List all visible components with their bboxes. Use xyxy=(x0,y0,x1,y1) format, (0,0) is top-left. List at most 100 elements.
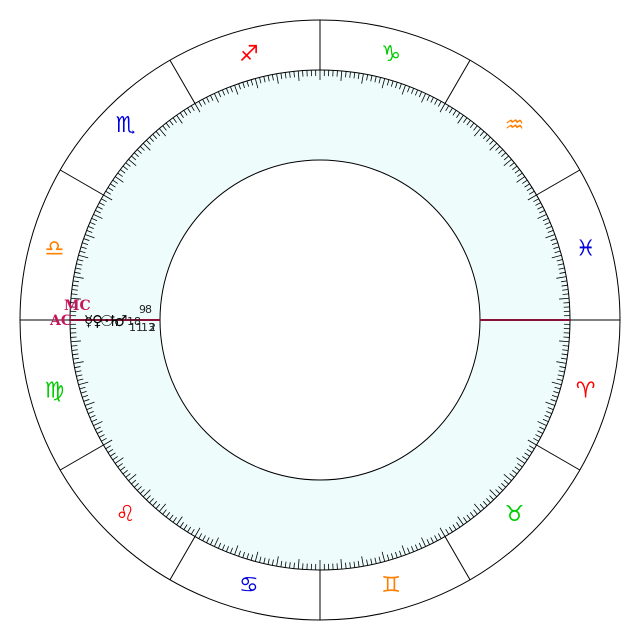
degree-tick xyxy=(430,97,434,103)
degree-tick xyxy=(550,399,557,402)
degree-tick xyxy=(526,187,533,192)
planet-glyph-icon: ♄ xyxy=(108,312,121,330)
degree-tick xyxy=(411,546,415,552)
degree-tick xyxy=(210,539,214,545)
degree-tick xyxy=(139,489,145,494)
degree-tick xyxy=(73,276,84,279)
degree-tick xyxy=(340,559,343,570)
degree-tick xyxy=(78,381,89,386)
degree-tick xyxy=(414,89,419,96)
midheaven-label: MC xyxy=(64,298,91,314)
degree-tick xyxy=(473,125,478,131)
planet-degree-label: 8 xyxy=(145,303,152,316)
degree-tick xyxy=(418,91,423,98)
degree-tick xyxy=(187,107,192,114)
degree-tick xyxy=(544,414,551,419)
degree-tick xyxy=(495,489,501,494)
degree-tick xyxy=(399,550,402,557)
degree-tick xyxy=(73,280,80,283)
degree-tick xyxy=(225,546,229,552)
degree-tick xyxy=(89,414,96,419)
degree-tick xyxy=(238,83,241,90)
degree-tick xyxy=(84,401,95,406)
ascendant-label: AC xyxy=(49,313,72,329)
degree-tick xyxy=(139,146,145,151)
degree-tick xyxy=(486,136,491,142)
degree-tick xyxy=(74,366,81,369)
degree-tick xyxy=(149,498,154,504)
degree-tick xyxy=(452,524,457,530)
degree-tick xyxy=(86,230,93,233)
degree-tick xyxy=(386,79,390,86)
degree-tick xyxy=(401,84,406,95)
degree-tick xyxy=(293,562,295,569)
degree-tick xyxy=(357,73,360,80)
sign-dividers xyxy=(20,20,620,620)
degree-tick xyxy=(361,556,364,567)
degree-tick xyxy=(378,556,381,563)
degree-tick xyxy=(234,545,239,556)
degree-tick xyxy=(80,246,87,250)
sign-divider xyxy=(59,169,104,196)
degree-tick xyxy=(93,421,103,427)
degree-tick xyxy=(561,353,568,356)
degree-tick xyxy=(535,202,541,206)
degree-tick xyxy=(172,117,177,123)
degree-tick xyxy=(172,517,177,523)
degree-tick xyxy=(74,271,81,274)
sign-divider xyxy=(169,536,196,581)
degree-tick xyxy=(537,213,547,219)
degree-tick xyxy=(114,457,124,464)
degree-tick xyxy=(146,139,151,145)
degree-tick xyxy=(537,206,543,210)
degree-tick xyxy=(97,206,103,210)
degree-tick xyxy=(473,128,482,137)
degree-tick xyxy=(547,230,554,233)
degree-tick xyxy=(550,238,557,241)
degree-tick xyxy=(426,539,430,545)
degree-tick xyxy=(542,217,549,222)
degree-tick xyxy=(162,125,167,131)
degree-tick xyxy=(165,512,171,518)
degree-tick xyxy=(353,72,356,79)
degree-tick xyxy=(407,86,410,93)
degree-tick xyxy=(535,434,541,438)
degree-tick xyxy=(95,210,101,214)
degree-tick xyxy=(77,378,84,381)
degree-tick xyxy=(469,122,475,128)
zodiac-sign-glyphs: ♑ ♐ ♏ ♎ ♍ ♌ ♋ ♊ ♉ ♈ ♓ ♒ xyxy=(45,42,596,598)
degree-tick xyxy=(553,246,560,250)
degree-tick xyxy=(267,75,270,82)
degree-tick xyxy=(437,101,442,107)
degree-tick xyxy=(390,553,394,560)
degree-tick xyxy=(528,190,535,195)
degree-tick xyxy=(516,457,526,464)
degree-tick xyxy=(73,361,84,364)
degree-tick xyxy=(560,357,567,360)
planet-glyph-icon: ☿ xyxy=(84,312,93,330)
degree-tick xyxy=(503,158,512,167)
degree-tick xyxy=(517,172,523,177)
degree-tick xyxy=(456,112,461,118)
degree-tick xyxy=(105,445,112,450)
degree-tick xyxy=(190,105,195,112)
degree-tick xyxy=(357,560,360,567)
degree-tick xyxy=(75,370,82,373)
degree-tick xyxy=(559,366,566,369)
degree-tick xyxy=(91,418,98,423)
degree-tick xyxy=(190,528,195,535)
degree-tick xyxy=(152,133,158,139)
degree-tick xyxy=(155,503,161,509)
degree-tick xyxy=(89,221,96,226)
degree-tick xyxy=(503,155,509,161)
degree-tick xyxy=(452,110,457,116)
degree-tick xyxy=(512,165,518,171)
degree-tick xyxy=(547,407,554,410)
planet-degree-label: 18 xyxy=(127,315,141,328)
degree-tick xyxy=(82,395,89,398)
degree-tick xyxy=(112,179,118,184)
virgo-glyph-icon: ♍ xyxy=(45,379,65,404)
degree-tick xyxy=(561,284,568,287)
degree-tick xyxy=(421,93,427,103)
